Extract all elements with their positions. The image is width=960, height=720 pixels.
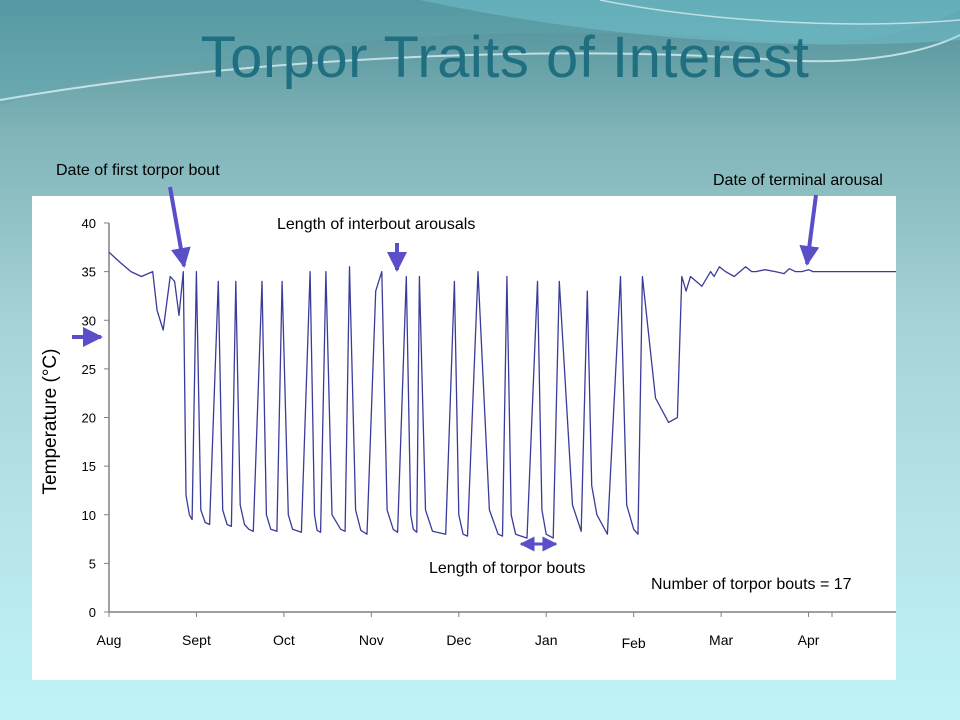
interbout-label: Length of interbout arousals xyxy=(277,216,476,233)
y-tick-label: 30 xyxy=(82,313,96,328)
y-tick-label: 35 xyxy=(82,265,96,280)
y-tick-label: 5 xyxy=(89,556,96,571)
bout-count-label: Number of torpor bouts = 17 xyxy=(651,576,852,593)
x-tick-label: Jan xyxy=(535,632,558,648)
x-tick-label: Oct xyxy=(273,632,295,648)
y-tick-label: 25 xyxy=(82,362,96,377)
x-tick-label: Feb xyxy=(622,635,646,651)
bout-length-label: Length of torpor bouts xyxy=(429,560,586,577)
y-tick-label: 40 xyxy=(82,216,96,231)
x-tick-label: Apr xyxy=(798,632,820,648)
x-tick-label: Mar xyxy=(709,632,733,648)
x-tick-label: Dec xyxy=(446,632,471,648)
x-tick-label: Aug xyxy=(97,632,122,648)
y-tick-label: 0 xyxy=(89,605,96,620)
first-torpor-label: Date of first torpor bout xyxy=(56,162,220,179)
chart-panel: 0 5 10 15 20 25 30 35 40 Aug Sept Oct Nov Dec Jan Feb Ma… xyxy=(32,196,896,680)
y-tick-label: 20 xyxy=(82,411,96,426)
y-axis-label: Temperature (°C) xyxy=(40,349,61,495)
x-tick-label: Sept xyxy=(182,632,211,648)
slide-title: Torpor Traits of Interest xyxy=(200,25,810,90)
x-tick-label: Nov xyxy=(359,632,384,648)
terminal-arousal-label: Date of terminal arousal xyxy=(713,172,883,189)
temperature-series-line xyxy=(108,251,896,539)
y-tick-label: 15 xyxy=(82,459,96,474)
y-tick-label: 10 xyxy=(82,508,96,523)
temperature-chart: 0 5 10 15 20 25 30 35 40 Aug Sept Oct Nov Dec Jan Feb Ma… xyxy=(40,216,896,651)
